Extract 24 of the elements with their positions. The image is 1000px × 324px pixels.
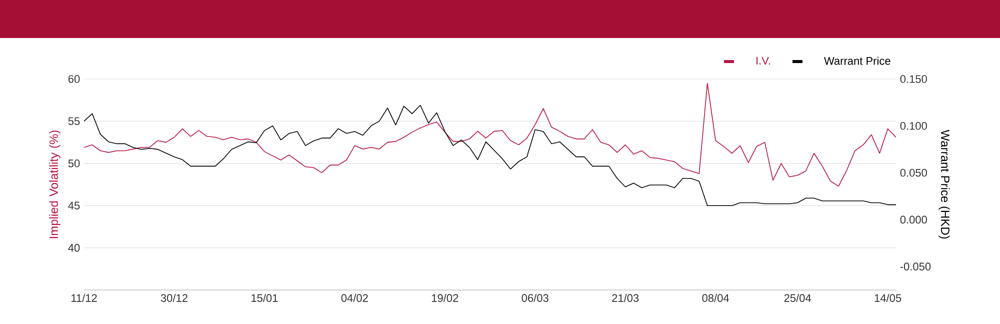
x-tick-label: 21/03 (612, 294, 639, 302)
y2-tick-label: 0.000 (900, 216, 927, 224)
x-tick-label: 14/05 (874, 294, 902, 302)
y2-tick-label: 0.050 (900, 168, 927, 177)
y-axis-title: Implied Volatility (%) (49, 130, 60, 238)
x-tick-label: 04/02 (341, 294, 368, 302)
x-tick-label: 19/02 (432, 294, 458, 302)
y2-tick-label: -0.050 (900, 262, 931, 270)
y-tick-label: 60 (68, 75, 80, 83)
y-tick-label: 45 (68, 202, 80, 210)
x-tick-label: 11/12 (71, 294, 97, 302)
legend-label: Warrant Price (824, 56, 890, 65)
y-tick-label: 50 (68, 160, 80, 168)
x-tick-label: 06/03 (522, 294, 548, 302)
y-tick-label: 40 (68, 244, 80, 252)
y2-axis-title: Warrant Price (HKD) (938, 130, 950, 239)
y2-tick-label: 0.100 (900, 122, 927, 130)
x-tick-label: 08/04 (702, 294, 729, 302)
x-tick-label: 15/01 (252, 294, 278, 302)
x-tick-label: 30/12 (160, 294, 188, 302)
legend-label: I.V. (756, 56, 770, 65)
y-tick-label: 55 (68, 117, 80, 126)
x-tick-label: 25/04 (784, 294, 812, 302)
y2-tick-label: 0.150 (900, 75, 927, 83)
